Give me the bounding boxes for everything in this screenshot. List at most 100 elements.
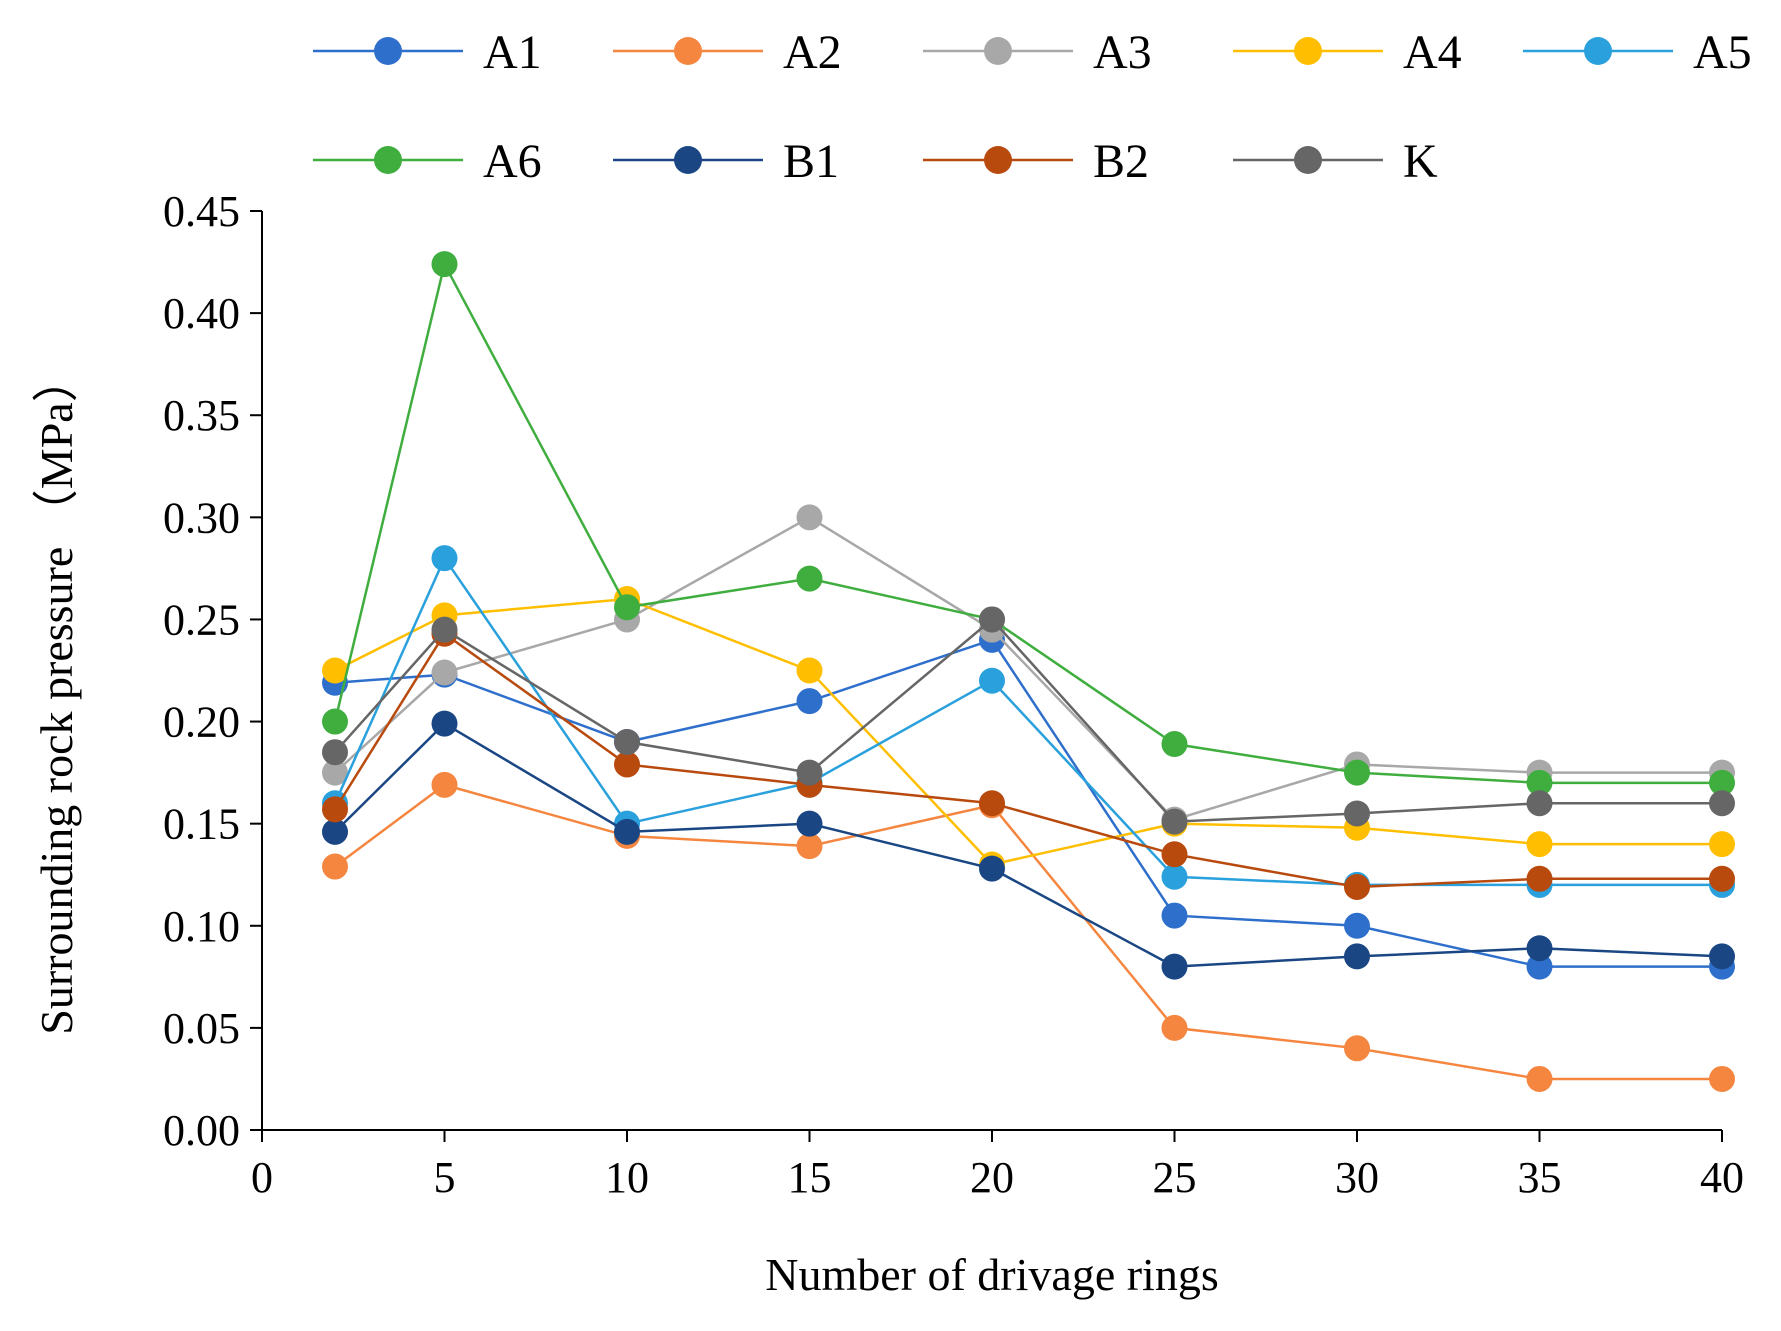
legend-marker [674,146,702,174]
data-point-b1 [1344,943,1370,970]
y-tick-label: 0.15 [163,800,240,849]
legend-item-a4: A4 [1233,26,1462,79]
legend-marker [984,146,1012,174]
data-point-b1 [1709,943,1735,970]
series-a3 [322,504,1735,833]
data-point-a3 [322,759,348,786]
data-point-k [431,616,458,643]
data-point-a3 [431,659,458,686]
data-point-a2 [1344,1035,1370,1062]
series-a4 [322,586,1735,878]
data-point-k [1526,790,1553,817]
y-axis-title: Surrounding rock pressure （MPa） [31,356,82,1034]
data-point-a4 [1709,831,1735,858]
legend-label: B1 [783,135,839,188]
series-line-b1 [334,722,1723,968]
data-point-a2 [796,833,823,860]
legend-item-k: K [1233,135,1438,188]
x-tick-label: 5 [434,1153,456,1202]
data-point-b1 [431,710,458,737]
axes: 0.00 0.05 0.10 0.15 0.20 0.25 0.30 0.35 0.40 0.45… [163,187,1744,1202]
data-point-k [979,606,1005,633]
y-tick-label: 0.45 [163,187,240,236]
data-point-a6 [1709,769,1735,796]
y-tick-label: 0.20 [163,698,240,747]
data-point-b1 [322,818,348,845]
y-tick-label: 0.30 [163,493,240,542]
y-tick-label: 0.00 [163,1106,240,1155]
series-b2 [322,620,1735,900]
y-tick-label: 0.35 [163,391,240,440]
legend-item-b1: B1 [613,135,839,188]
data-point-a4 [796,657,823,684]
x-tick-label: 20 [970,1153,1014,1202]
x-ticks: 0 5 10 15 20 25 30 35 40 [251,1130,1744,1202]
data-point-a6 [1344,759,1370,786]
legend-label: A6 [483,135,542,188]
x-tick-label: 15 [788,1153,832,1202]
legend-label: A4 [1403,26,1462,79]
y-tick-label: 0.10 [163,902,240,951]
data-point-a3 [796,504,823,531]
x-tick-label: 25 [1153,1153,1197,1202]
legend-label: A1 [483,26,542,79]
data-point-b2 [614,751,640,778]
data-point-a5 [1161,863,1188,890]
data-point-a2 [431,771,458,798]
data-point-k [1161,808,1188,835]
data-point-b1 [979,855,1005,882]
data-point-a6 [322,708,348,735]
data-point-b2 [1526,865,1553,892]
series-line-a3 [334,515,1722,822]
series-line-a2 [334,783,1722,1081]
data-point-a1 [1161,902,1188,929]
legend-marker [674,37,702,65]
legend-marker [374,37,402,65]
data-point-a5 [431,545,458,572]
legend-marker [1294,37,1322,65]
x-tick-label: 35 [1518,1153,1562,1202]
data-point-a2 [1161,1014,1188,1041]
data-point-k [796,759,823,786]
data-point-a1 [1526,953,1553,980]
data-point-k [1344,800,1370,827]
data-point-a6 [1161,731,1188,758]
y-tick-label: 0.05 [163,1004,240,1053]
data-point-b1 [1161,953,1188,980]
data-point-b1 [614,818,640,845]
data-point-a5 [979,667,1005,694]
legend-item-a1: A1 [313,26,542,79]
y-ticks: 0.00 0.05 0.10 0.15 0.20 0.25 0.30 0.35 0.40 0.45 [163,187,262,1155]
data-point-a2 [1526,1065,1553,1092]
x-tick-label: 10 [605,1153,649,1202]
data-point-a1 [1344,912,1370,939]
y-tick-label: 0.40 [163,289,240,338]
legend-marker [374,146,402,174]
series-a2 [322,771,1735,1092]
y-tick-label: 0.25 [163,595,240,644]
data-point-a6 [614,594,640,621]
data-point-a6 [796,565,823,592]
x-tick-label: 30 [1335,1153,1379,1202]
legend-label: A2 [783,26,842,79]
series-k [322,606,1735,835]
series-a6 [322,251,1735,796]
legend-label: A3 [1093,26,1152,79]
data-point-b1 [796,810,823,837]
data-point-b2 [1344,873,1370,900]
legend-item-a5: A5 [1523,26,1752,79]
x-tick-label: 0 [251,1153,273,1202]
legend-marker [1294,146,1322,174]
legend-label: A5 [1693,26,1752,79]
data-point-b2 [322,796,348,823]
x-tick-label: 40 [1700,1153,1744,1202]
data-point-a2 [1709,1065,1735,1092]
series-a5 [322,545,1735,898]
data-point-k [614,728,640,755]
data-point-b2 [1709,865,1735,892]
data-point-k [322,739,348,766]
data-point-b2 [979,790,1005,817]
legend-label: K [1403,135,1438,188]
data-point-k [1709,790,1735,817]
